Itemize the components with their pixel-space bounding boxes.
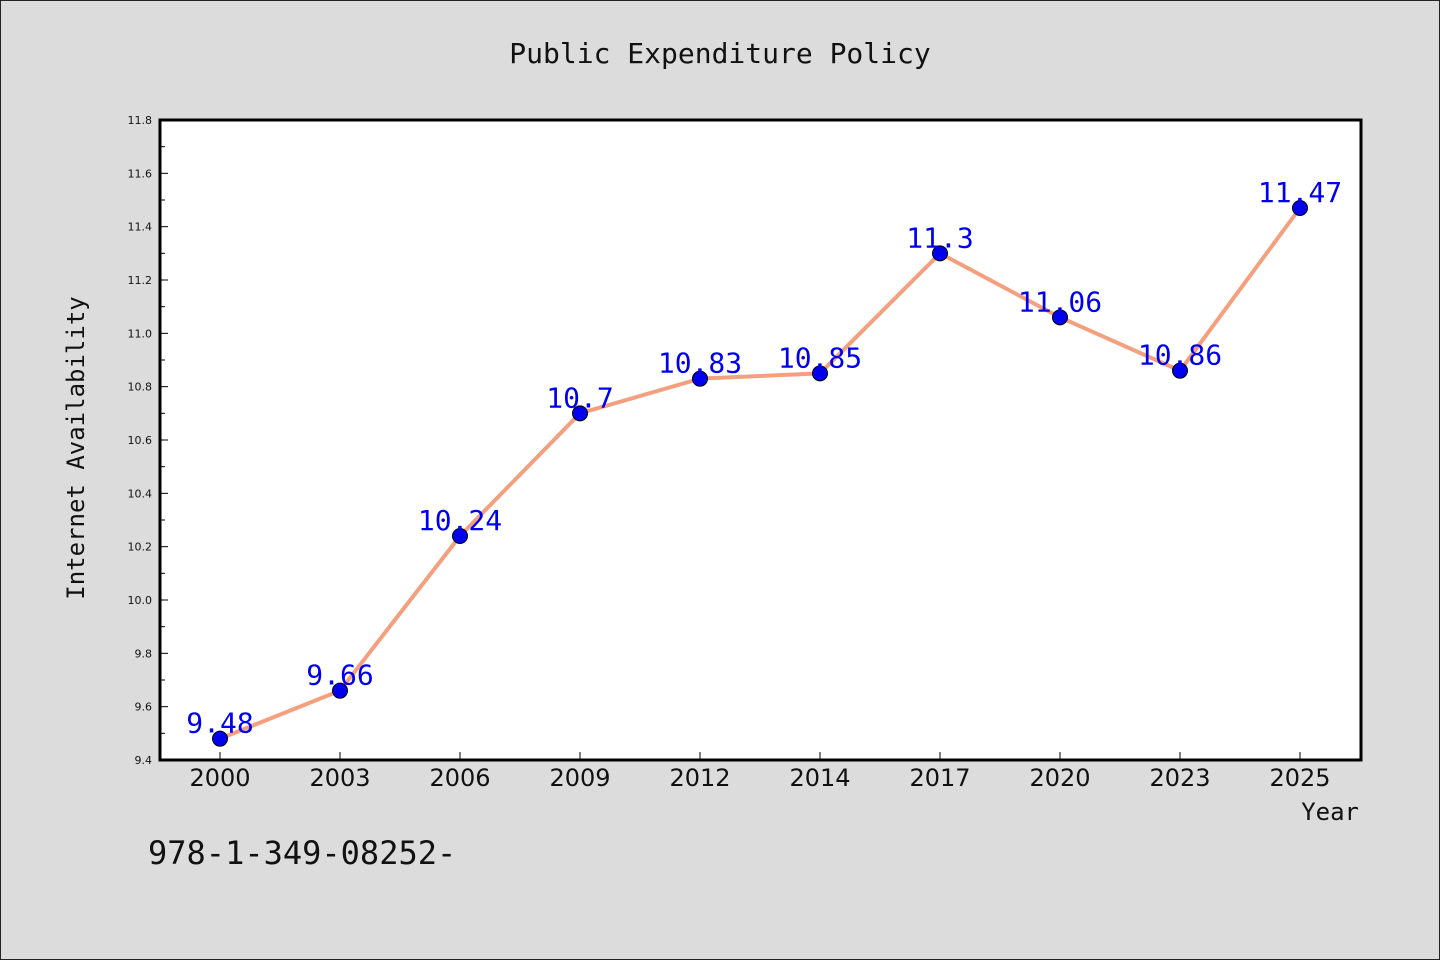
y-tick-label: 10.8 <box>128 381 153 394</box>
y-tick-label: 9.6 <box>135 701 153 714</box>
data-label: 10.86 <box>1138 339 1222 372</box>
y-tick-label: 11.2 <box>128 274 153 287</box>
chart-title: Public Expenditure Policy <box>509 37 930 70</box>
y-tick-label: 9.8 <box>135 647 153 660</box>
data-label: 10.85 <box>778 341 862 374</box>
y-tick-label: 10.2 <box>128 541 153 554</box>
y-tick-label: 11.0 <box>128 327 153 340</box>
y-tick-label: 10.4 <box>128 487 153 500</box>
x-axis: 2000 2003 2006 2009 2012 2014 2017 2020 2023 2025 <box>189 752 1331 792</box>
data-label: 11.06 <box>1018 285 1102 318</box>
x-tick-label: 2006 <box>429 764 490 792</box>
data-point <box>1172 362 1188 379</box>
data-label: 11.47 <box>1258 176 1342 209</box>
series-line-group: 9.48 9.66 10.24 10.7 10.83 10.85 11.3 11.06 10.8… <box>186 176 1342 747</box>
data-point <box>692 370 708 387</box>
data-label: 10.83 <box>658 347 742 380</box>
y-axis-label: Internet Availability <box>62 296 90 599</box>
x-tick-label: 2000 <box>189 764 250 792</box>
y-tick-label: 11.6 <box>128 167 153 180</box>
data-label: 10.24 <box>418 504 502 537</box>
x-axis-label: Year <box>1301 798 1359 826</box>
data-label: 11.3 <box>906 221 973 254</box>
series-line <box>219 206 1302 741</box>
data-point <box>812 365 828 382</box>
x-tick-label: 2020 <box>1029 764 1090 792</box>
x-tick-label: 2025 <box>1269 764 1330 792</box>
data-point <box>212 730 228 747</box>
y-tick-label: 11.4 <box>128 221 153 234</box>
x-tick-label: 2009 <box>549 764 610 792</box>
data-point <box>452 528 468 544</box>
x-tick-label: 2012 <box>669 764 730 792</box>
x-tick-label: 2014 <box>789 764 850 792</box>
y-tick-label: 9.4 <box>135 754 153 767</box>
annotation-text: 978-1-349-08252- <box>148 834 456 872</box>
x-tick-label: 2023 <box>1149 764 1210 792</box>
y-tick-label: 11.8 <box>128 114 153 127</box>
data-label: 10.7 <box>546 381 613 414</box>
y-tick-label: 10.0 <box>128 594 153 607</box>
data-point <box>332 682 348 699</box>
data-point <box>572 405 588 422</box>
y-tick-label: 10.6 <box>128 434 153 447</box>
y-axis: 9.4 9.6 9.8 10.0 10.2 10.4 10.6 10.8 11.0 11.2 11.… <box>128 114 168 767</box>
data-label: 9.48 <box>186 707 253 740</box>
data-point <box>1292 200 1308 216</box>
plot-area <box>158 118 1363 762</box>
data-point <box>932 245 948 262</box>
x-tick-label: 2003 <box>309 764 370 792</box>
data-label: 9.66 <box>306 659 373 692</box>
x-tick-label: 2017 <box>909 764 970 792</box>
data-point <box>1052 309 1068 326</box>
